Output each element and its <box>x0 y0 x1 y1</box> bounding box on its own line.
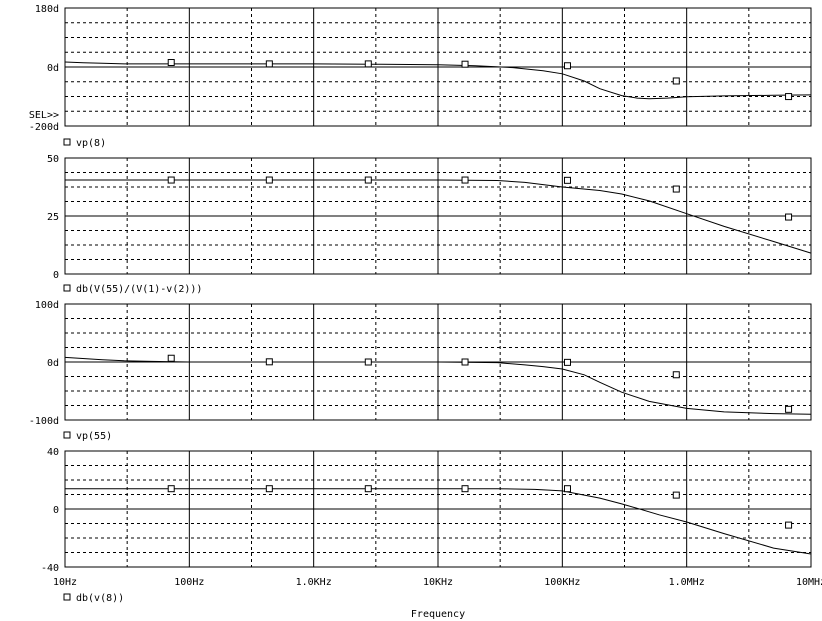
y-tick-label: 180d <box>35 4 59 15</box>
legend-marker <box>63 593 71 601</box>
plot-panel-4: 40 0 -40 db(v(8)) <box>41 447 812 604</box>
y-tick-label: 100d <box>35 300 59 311</box>
y-tick-label: -40 <box>41 563 59 574</box>
series-marker <box>364 358 372 366</box>
y-tick-label: 0d <box>47 358 59 369</box>
y-tick-label: 0d <box>47 63 59 74</box>
legend-entry: vp(8) <box>63 138 106 149</box>
series-marker <box>785 213 793 221</box>
legend-entry: db(V(55)/(V(1)-v(2))) <box>63 284 202 295</box>
series-marker <box>461 358 469 366</box>
legend-marker <box>63 138 71 146</box>
y-tick-label: 25 <box>47 212 59 223</box>
x-tick-label: 10KHz <box>423 577 453 588</box>
series-marker <box>364 176 372 184</box>
series-marker <box>364 485 372 493</box>
legend-entry: vp(55) <box>63 431 112 442</box>
series-marker <box>563 358 571 366</box>
y-tick-label: -200d <box>29 122 59 133</box>
series-marker <box>563 62 571 70</box>
series-marker <box>672 371 680 379</box>
plot-frame <box>64 450 812 568</box>
x-tick-label: 10Hz <box>53 577 77 588</box>
plot-frame <box>64 303 812 421</box>
series-marker <box>785 521 793 529</box>
x-tick-label: 10MHz <box>796 577 822 588</box>
x-axis-label: Frequency <box>411 609 465 620</box>
plot-frame <box>64 7 812 127</box>
series-marker <box>265 485 273 493</box>
series-marker <box>563 485 571 493</box>
series-marker <box>265 358 273 366</box>
x-tick-label: 100Hz <box>174 577 204 588</box>
plot-frame <box>64 157 812 275</box>
series-marker <box>785 93 793 101</box>
series-marker <box>167 485 175 493</box>
legend-entry: db(v(8)) <box>63 593 124 604</box>
series-marker <box>672 185 680 193</box>
legend-label: db(v(8)) <box>76 593 124 604</box>
series-marker <box>461 176 469 184</box>
series-marker <box>461 60 469 68</box>
x-axis: 10Hz 100Hz 1.0KHz 10KHz 100KHz 1.0MHz 10MHz Fre… <box>53 577 822 620</box>
y-tick-label: -100d <box>29 416 59 427</box>
series-marker <box>167 354 175 362</box>
series-marker <box>265 176 273 184</box>
y-tick-label: 40 <box>47 447 59 458</box>
series-line <box>64 61 812 100</box>
series-marker <box>167 59 175 67</box>
plot-panel-2: 50 25 0 db(V(55)/(V(1)-v(2))) <box>47 154 812 295</box>
series-line <box>65 179 812 254</box>
x-tick-label: 100KHz <box>544 577 580 588</box>
series-marker <box>265 60 273 68</box>
series-marker <box>461 485 469 493</box>
legend-label: vp(8) <box>76 138 106 149</box>
y-tick-label: 50 <box>47 154 59 165</box>
series-marker <box>563 176 571 184</box>
series-line <box>65 488 812 555</box>
series-line <box>64 356 812 415</box>
series-marker <box>167 176 175 184</box>
legend-label: db(V(55)/(V(1)-v(2))) <box>76 284 202 295</box>
y-tick-label: 0 <box>53 505 59 516</box>
legend-marker <box>63 284 71 292</box>
x-tick-label: 1.0KHz <box>296 577 332 588</box>
series-marker <box>672 491 680 499</box>
plot-panel-3: 100d 0d -100d vp(55) <box>29 300 812 442</box>
series-marker <box>364 60 372 68</box>
y-tick-label: 0 <box>53 270 59 281</box>
series-marker <box>785 405 793 413</box>
x-tick-label: 1.0MHz <box>669 577 705 588</box>
series-marker <box>672 77 680 85</box>
sel-marker: SEL>> <box>29 110 59 121</box>
legend-marker <box>63 431 71 439</box>
legend-label: vp(55) <box>76 431 112 442</box>
